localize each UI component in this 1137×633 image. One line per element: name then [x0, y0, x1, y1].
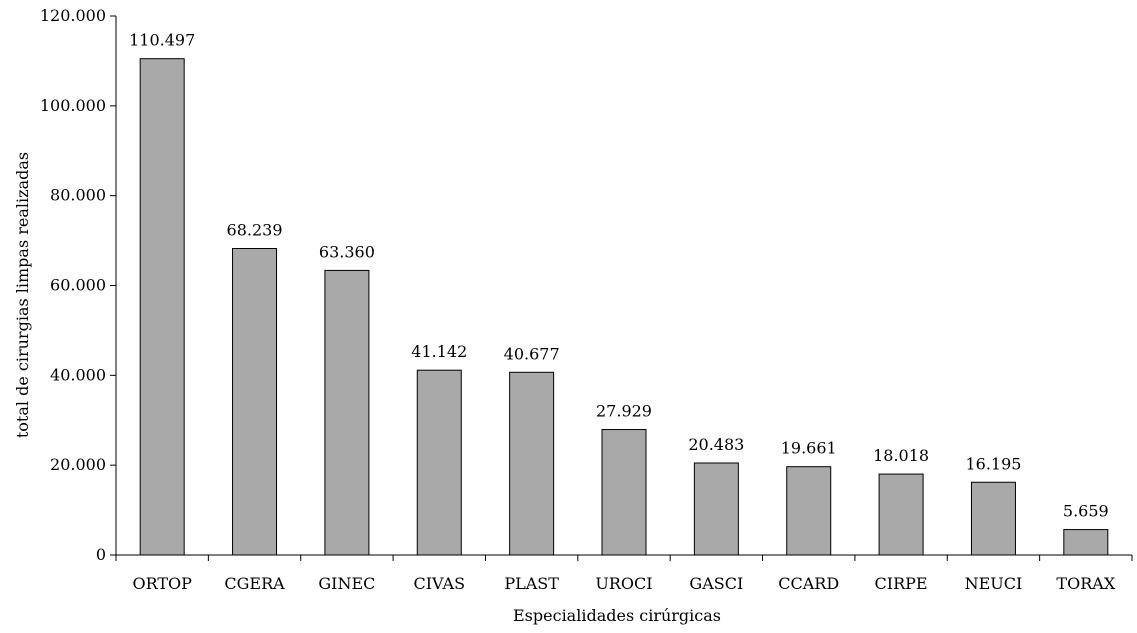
data-label-gasci: 20.483: [688, 435, 744, 454]
category-label-torax: TORAX: [1056, 574, 1115, 593]
y-axis-title: total de cirurgias limpas realizadas: [13, 152, 32, 438]
y-axis-title-group: total de cirurgias limpas realizadas: [13, 152, 32, 438]
data-label-torax: 5.659: [1063, 502, 1109, 521]
bars: [139, 58, 1109, 556]
x-axis-title: Especialidades cirúrgicas: [513, 606, 721, 625]
bar-torax: [1063, 529, 1109, 556]
bar-neuci: [970, 481, 1016, 556]
category-label-civas: CIVAS: [413, 574, 465, 593]
bar-ccard: [786, 466, 832, 556]
bar-civas: [416, 369, 462, 556]
category-labels: ORTOP CGERA GINEC CIVAS PLAST UROCI GASCI CCARD…: [132, 574, 1115, 593]
data-label-plast: 40.677: [504, 344, 560, 363]
bar-plast: [509, 371, 555, 556]
category-label-gasci: GASCI: [689, 574, 743, 593]
data-label-cgera: 68.239: [227, 220, 283, 239]
y-tick-label: 80.000: [50, 186, 106, 205]
data-label-neuci: 16.195: [965, 454, 1021, 473]
category-label-cgera: CGERA: [224, 574, 285, 593]
y-tick-label: 20.000: [50, 455, 106, 474]
y-tick-label: 40.000: [50, 365, 106, 384]
category-label-ginec: GINEC: [318, 574, 375, 593]
y-tick-label: 0: [96, 545, 106, 564]
category-label-cirpe: CIRPE: [875, 574, 928, 593]
data-label-ccard: 19.661: [781, 439, 837, 458]
bar-uroci: [601, 429, 647, 556]
data-labels: 110.497 68.239 63.360 41.142 40.677 27.929 20.…: [129, 31, 1109, 521]
category-label-plast: PLAST: [504, 574, 559, 593]
y-ticks: 0 20.000 40.000 60.000 80.000 100.000 120.000: [40, 6, 116, 564]
category-label-ortop: ORTOP: [132, 574, 192, 593]
category-label-uroci: UROCI: [595, 574, 652, 593]
bar-gasci: [693, 462, 739, 556]
data-label-ginec: 63.360: [319, 242, 375, 261]
bar-cgera: [232, 247, 278, 556]
data-label-ortop: 110.497: [129, 31, 195, 50]
data-label-uroci: 27.929: [596, 402, 652, 421]
data-label-civas: 41.142: [411, 342, 467, 361]
category-label-neuci: NEUCI: [965, 574, 1023, 593]
bar-ginec: [324, 269, 370, 556]
x-ticks: [115, 555, 1133, 561]
bar-cirpe: [878, 473, 924, 556]
category-label-ccard: CCARD: [778, 574, 839, 593]
data-label-cirpe: 18.018: [873, 446, 929, 465]
y-tick-label: 120.000: [40, 6, 106, 25]
y-tick-label: 100.000: [40, 96, 106, 115]
bar-ortop: [139, 58, 185, 556]
y-tick-label: 60.000: [50, 276, 106, 295]
